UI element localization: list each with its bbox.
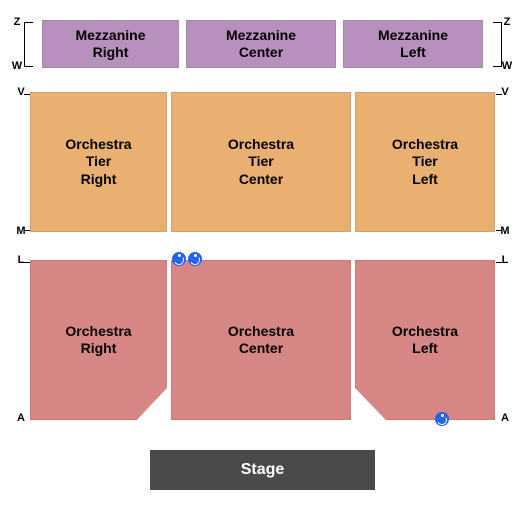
section-label: OrchestraCenter [228,323,294,358]
tick [496,94,502,95]
row-label-m: M [498,225,512,237]
section-label: OrchestraLeft [392,323,458,358]
tick [24,262,30,263]
section-orchestra-tier-left[interactable]: OrchestraTierLeft [355,92,495,232]
row-label-l: L [498,254,512,266]
section-label: MezzanineLeft [378,27,448,62]
stage: Stage [150,450,375,490]
row-label-w: W [10,60,24,72]
tick [496,262,502,263]
tick [496,230,502,231]
section-mezzanine-left[interactable]: MezzanineLeft [343,20,483,68]
row-label-v: V [14,86,28,98]
section-mezzanine-center[interactable]: MezzanineCenter [186,20,336,68]
tick [24,22,33,23]
row-label-a: A [498,412,512,424]
section-label: OrchestraTierLeft [392,136,458,189]
section-orchestra-right[interactable]: OrchestraRight [30,260,167,420]
seating-chart: MezzanineRight MezzanineCenter Mezzanine… [30,20,495,500]
section-label: MezzanineCenter [226,27,296,62]
wheelchair-icon [435,412,449,426]
section-orchestra-center[interactable]: OrchestraCenter [171,260,351,420]
tick [501,22,502,67]
row-label-v: V [498,86,512,98]
row-label-l: L [14,254,28,266]
wheelchair-icon [188,252,202,266]
section-orchestra-tier-center[interactable]: OrchestraTierCenter [171,92,351,232]
row-label-m: M [14,225,28,237]
wheelchair-icon [172,252,186,266]
section-label: OrchestraRight [65,323,131,358]
section-orchestra-tier-right[interactable]: OrchestraTierRight [30,92,167,232]
row-label-z: Z [500,16,514,28]
section-label: MezzanineRight [75,27,145,62]
section-label: OrchestraTierRight [65,136,131,189]
stage-label: Stage [241,461,285,479]
row-label-a: A [14,412,28,424]
section-label: OrchestraTierCenter [228,136,294,189]
section-orchestra-left[interactable]: OrchestraLeft [355,260,495,420]
tick [24,22,25,67]
row-label-w: W [500,60,514,72]
tick [24,94,30,95]
tick [24,66,33,67]
section-mezzanine-right[interactable]: MezzanineRight [42,20,179,68]
tick [24,230,30,231]
row-label-z: Z [10,16,24,28]
